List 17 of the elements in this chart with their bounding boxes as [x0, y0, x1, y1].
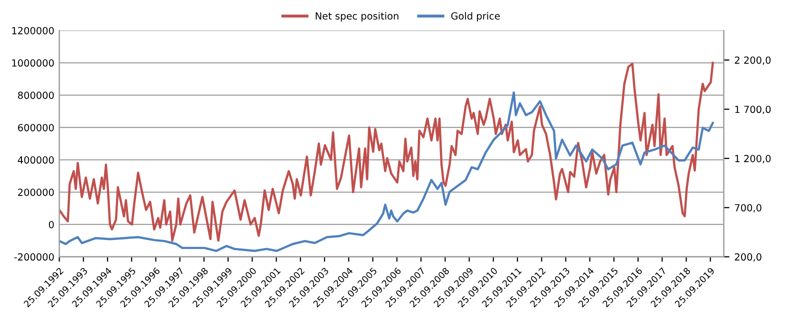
- y-tick-label: 400000: [18, 156, 54, 164]
- y2-tick-label: 1 200,0: [735, 154, 771, 164]
- y-tick-label: 200000: [18, 188, 54, 196]
- y2-tick-label: 700,0: [734, 204, 762, 212]
- y2-tick-label: 200,0: [734, 253, 762, 262]
- y2-tick-label: 2 200,0: [734, 56, 771, 65]
- line-series: [59, 62, 714, 242]
- y-tick-label: 0: [48, 220, 54, 228]
- y2-tick-label: 1 700,0: [735, 106, 771, 114]
- y-tick-label: -200000: [14, 253, 54, 261]
- y-tick-label: 1000000: [12, 59, 54, 67]
- legend-label: Gold price: [451, 12, 500, 22]
- legend-label: Net spec position: [316, 12, 398, 22]
- line-series: [59, 91, 714, 252]
- y-tick-label: 800000: [18, 92, 54, 99]
- y-tick-label: 600000: [18, 124, 54, 132]
- y-tick-label: 1200000: [12, 26, 54, 34]
